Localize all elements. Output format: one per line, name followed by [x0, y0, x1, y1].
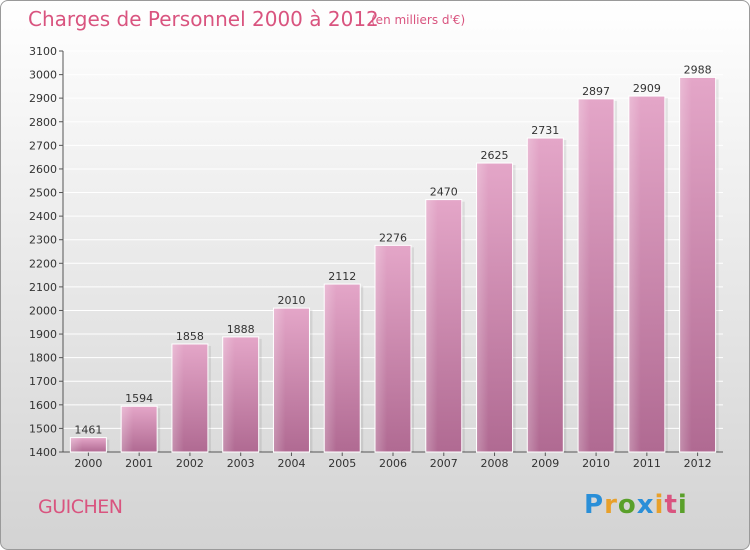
y-tick-label: 2000	[29, 304, 57, 317]
bar-highlight	[222, 336, 235, 452]
y-tick-label: 3000	[29, 69, 57, 82]
bar-value-label: 2909	[633, 82, 661, 95]
logo-letter: o	[617, 490, 637, 520]
chart-title: Charges de Personnel 2000 à 2012	[28, 7, 379, 31]
y-tick-label: 2800	[29, 116, 57, 129]
y-tick-label: 2700	[29, 139, 57, 152]
bar-value-label: 2010	[277, 294, 305, 307]
logo-letter: P	[584, 490, 605, 520]
bar-value-label: 1594	[125, 392, 153, 405]
x-tick-label: 2009	[531, 457, 559, 470]
x-tick-label: 2011	[633, 457, 661, 470]
y-tick-label: 2600	[29, 163, 57, 176]
y-tick-label: 1800	[29, 352, 57, 365]
x-tick-label: 2008	[481, 457, 509, 470]
y-tick-label: 2300	[29, 234, 57, 247]
bar-highlight	[171, 343, 184, 452]
bar-highlight	[578, 98, 591, 452]
y-tick-label: 2500	[29, 187, 57, 200]
logo-letter: x	[636, 490, 655, 520]
bar-value-label: 2276	[379, 231, 407, 244]
bar-highlight	[375, 245, 387, 452]
bar-value-label: 1888	[227, 323, 255, 336]
x-tick-label: 2005	[328, 457, 356, 470]
bar-highlight	[527, 138, 540, 452]
bar-value-label: 2731	[531, 124, 559, 137]
bar-value-label: 2988	[684, 63, 712, 76]
y-tick-label: 1600	[29, 399, 57, 412]
y-tick-label: 2900	[29, 92, 57, 105]
bar-highlight	[679, 77, 692, 452]
logo-letter: i	[654, 490, 665, 520]
x-tick-label: 2010	[582, 457, 610, 470]
y-tick-label: 3100	[29, 45, 57, 58]
x-tick-label: 2002	[176, 457, 204, 470]
bar-highlight	[324, 284, 337, 452]
bar-highlight	[628, 96, 641, 452]
x-tick-label: 2003	[227, 457, 255, 470]
logo-letter: i	[677, 490, 688, 520]
bar-highlight	[425, 199, 438, 452]
y-tick-label: 1700	[29, 375, 57, 388]
bar-value-label: 2470	[430, 186, 458, 199]
bar-value-label: 2112	[328, 270, 356, 283]
bar-value-label: 1461	[74, 424, 102, 437]
y-tick-label: 1500	[29, 422, 57, 435]
bar-highlight	[70, 437, 83, 452]
chart-subtitle: (en milliers d'€)	[371, 13, 466, 27]
commune-name: GUICHEN	[38, 496, 123, 518]
x-tick-label: 2004	[277, 457, 305, 470]
x-tick-label: 2001	[125, 457, 153, 470]
x-tick-label: 2007	[430, 457, 458, 470]
proxiti-logo[interactable]: Proxiti	[584, 490, 688, 520]
x-tick-label: 2006	[379, 457, 407, 470]
y-tick-label: 2200	[29, 257, 57, 270]
logo-letter: r	[604, 490, 618, 520]
bar-highlight	[121, 406, 134, 452]
bar-value-label: 2625	[481, 149, 509, 162]
y-tick-label: 2100	[29, 281, 57, 294]
bar-highlight	[476, 163, 489, 452]
logo-letter: t	[664, 490, 678, 520]
y-tick-label: 1900	[29, 328, 57, 341]
bar-value-label: 2897	[582, 85, 610, 98]
bar-value-label: 1858	[176, 330, 204, 343]
y-tick-label: 1400	[29, 446, 57, 459]
x-tick-label: 2012	[684, 457, 712, 470]
bar-highlight	[273, 308, 286, 452]
x-tick-label: 2000	[74, 457, 102, 470]
y-tick-label: 2400	[29, 210, 57, 223]
